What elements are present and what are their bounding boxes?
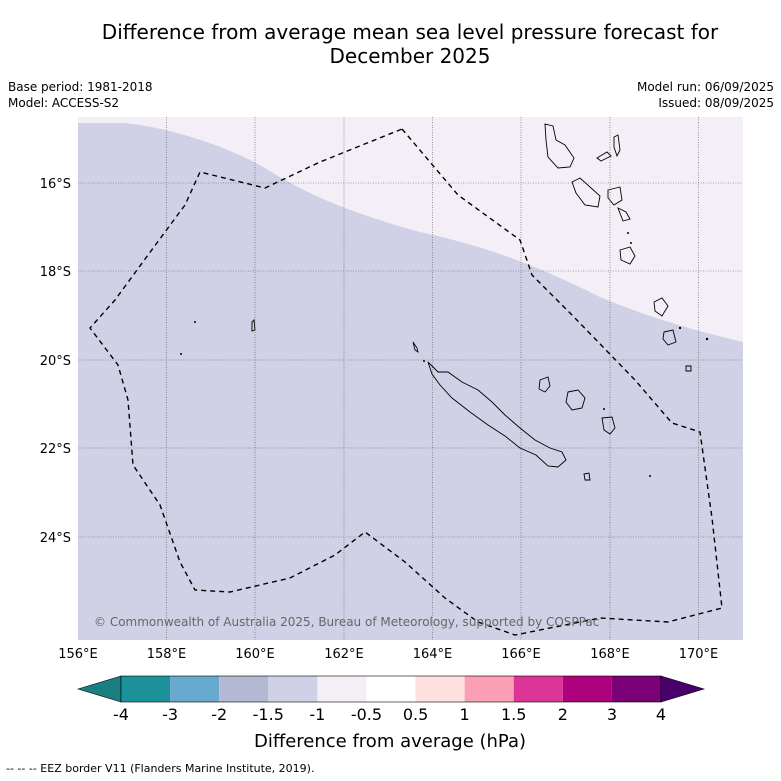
meta-right: Model run: 06/09/2025 Issued: 08/09/2025 — [637, 79, 774, 111]
islet-4 — [603, 408, 605, 410]
copyright-notice: © Commonwealth of Australia 2025, Bureau… — [94, 615, 599, 629]
issued-date: Issued: 08/09/2025 — [658, 96, 774, 110]
island-vanuatu-9 — [662, 329, 677, 346]
colorbar-label: Difference from average (hPa) — [254, 731, 526, 752]
colorbar-bin — [513, 676, 563, 702]
island-vanuatu-3 — [613, 134, 621, 158]
eez-footnote: -- -- -- EEZ border V11 (Flanders Marine… — [6, 762, 315, 775]
lon-label: 162°E — [324, 647, 364, 662]
colorbar-bin — [317, 676, 367, 702]
colorbar-bin — [268, 676, 318, 702]
colorbar-extend-low — [76, 675, 122, 703]
lon-label: 160°E — [235, 647, 275, 662]
island-vanuatu-1 — [544, 123, 575, 169]
island-small-1 — [251, 319, 256, 332]
base-period: Base period: 1981-2018 — [8, 80, 153, 94]
colorbar-tick-label: 3 — [607, 705, 617, 724]
lat-label: 18°S — [40, 265, 71, 280]
lon-label: 164°E — [413, 647, 453, 662]
island-vanuatu-5 — [607, 186, 623, 206]
island-vanuatu-4 — [571, 177, 601, 208]
colorbar-tick-label: -2 — [211, 705, 227, 724]
colorbar-tick-label: -4 — [113, 705, 129, 724]
colorbar-tick-label: -3 — [162, 705, 178, 724]
island-vanuatu-8 — [653, 297, 669, 317]
island-chesterfield — [412, 341, 419, 354]
colorbar-bin — [170, 676, 220, 702]
colorbar-extend-high — [660, 675, 706, 703]
colorbar-tick-label: 2 — [558, 705, 568, 724]
islet-5 — [649, 475, 651, 477]
meta-left: Base period: 1981-2018 Model: ACCESS-S2 — [8, 79, 153, 111]
colorbar — [76, 675, 706, 703]
island-loyalty-1 — [538, 376, 551, 393]
islet-8 — [627, 232, 629, 234]
colorbar-tick-label: 1.5 — [501, 705, 526, 724]
colorbar-bin — [415, 676, 465, 702]
lat-label: 20°S — [40, 354, 71, 369]
map-panel: © Commonwealth of Australia 2025, Bureau… — [78, 117, 743, 640]
model-run: Model run: 06/09/2025 — [636, 80, 774, 94]
lon-label: 156°E — [58, 647, 98, 662]
colorbar-tick-label: -0.5 — [351, 705, 382, 724]
lat-axis-labels: 16°S 18°S 20°S 22°S 24°S — [40, 177, 71, 546]
colorbar-tick-label: -1 — [309, 705, 325, 724]
islet-6 — [678, 326, 682, 330]
colorbar-bin — [366, 676, 416, 702]
lat-label: 16°S — [40, 177, 71, 192]
lat-label: 24°S — [40, 531, 71, 546]
island-loyalty-2 — [565, 389, 586, 411]
island-new-caledonia — [427, 361, 567, 468]
colorbar-bin — [611, 676, 661, 702]
island-vanuatu-2 — [596, 151, 612, 162]
island-loyalty-3 — [601, 416, 616, 435]
gridlines — [78, 117, 743, 640]
lon-label: 168°E — [590, 647, 630, 662]
colorbar-tick-label: -1.5 — [253, 705, 284, 724]
islet-9 — [630, 242, 632, 244]
islet-3 — [423, 360, 425, 362]
lon-axis-labels: 156°E 158°E 160°E 162°E 164°E 166°E 168°… — [58, 647, 718, 662]
colorbar-ticks: -4 -3 -2 -1.5 -1 -0.5 0.5 1 1.5 2 3 4 — [113, 705, 666, 724]
colorbar-tick-label: 1 — [460, 705, 470, 724]
islet-2 — [180, 353, 182, 355]
colorbar-outline — [120, 675, 662, 703]
coastlines — [251, 123, 692, 481]
island-vanuatu-6 — [617, 207, 631, 222]
map-title: Difference from average mean sea level p… — [40, 20, 780, 68]
lat-label: 22°S — [40, 442, 71, 457]
colorbar-bin — [219, 676, 269, 702]
islets — [180, 232, 709, 477]
colorbar-bin — [121, 676, 171, 702]
title-line-2: December 2025 — [329, 44, 491, 68]
anomaly-field-north — [78, 117, 743, 342]
title-line-1: Difference from average mean sea level p… — [101, 20, 719, 44]
colorbar-tick-label: 4 — [656, 705, 666, 724]
colorbar-tick-label: 0.5 — [403, 705, 428, 724]
islet-1 — [194, 321, 196, 323]
lon-label: 166°E — [501, 647, 541, 662]
islet-7 — [705, 337, 709, 341]
island-isle-of-pines — [583, 472, 591, 481]
model-name: Model: ACCESS-S2 — [8, 96, 120, 110]
island-vanuatu-10 — [685, 365, 692, 372]
colorbar-bin — [464, 676, 514, 702]
lon-label: 158°E — [147, 647, 187, 662]
island-vanuatu-7 — [619, 246, 636, 265]
lon-label: 170°E — [679, 647, 719, 662]
colorbar-bin — [562, 676, 612, 702]
